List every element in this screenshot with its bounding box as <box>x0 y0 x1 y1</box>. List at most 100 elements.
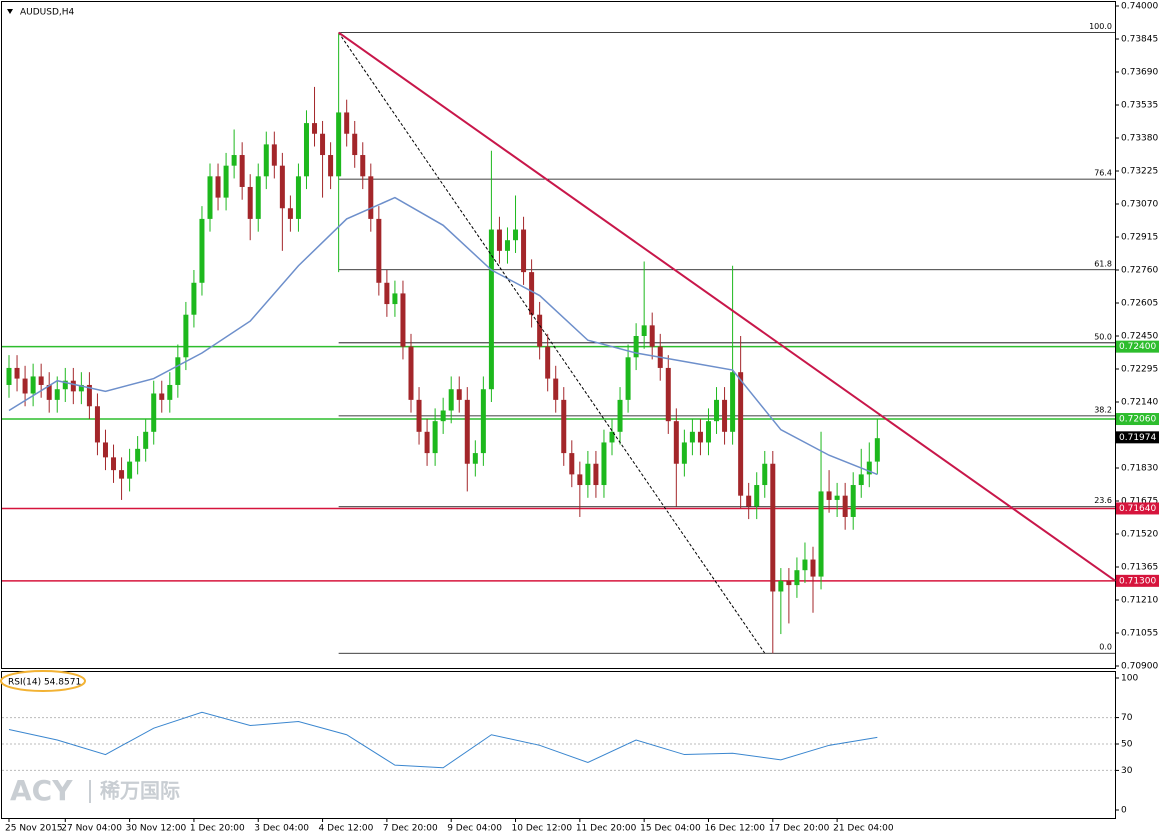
level-tag-label: 0.71300 <box>1119 576 1156 586</box>
candle-body <box>295 176 301 219</box>
candle-body <box>368 176 374 219</box>
candle-body <box>794 570 800 586</box>
candle-body <box>191 282 197 315</box>
candle-body <box>456 389 462 400</box>
y-tick-label: 0.71055 <box>1121 629 1158 639</box>
y-tick-label: 0.74000 <box>1121 2 1158 12</box>
candle-body <box>263 144 269 177</box>
candle-body <box>111 457 117 471</box>
candle-body <box>488 229 494 390</box>
candle-body <box>239 155 245 187</box>
trendline <box>338 31 1116 582</box>
candle-body <box>62 380 68 390</box>
candle-body <box>408 346 414 400</box>
candle-body <box>874 438 880 462</box>
candle-body <box>593 463 599 486</box>
x-tick-label: 21 Dec 04:00 <box>833 824 894 834</box>
candle-body <box>496 229 502 251</box>
candle-body <box>521 229 527 273</box>
candle-body <box>70 380 76 392</box>
y-tick-label: 0.72450 <box>1121 332 1158 342</box>
candle-body <box>665 367 671 422</box>
candle-body <box>697 431 703 443</box>
rsi-tick-label: 0 <box>1121 806 1127 816</box>
candle-body <box>279 165 285 209</box>
x-tick-label: 9 Dec 04:00 <box>447 824 502 834</box>
y-tick-label: 0.72760 <box>1121 266 1158 276</box>
candle-body <box>392 293 398 305</box>
last-price-label: 0.71974 <box>1119 433 1156 443</box>
y-tick-label: 0.70900 <box>1121 662 1158 672</box>
rsi-tick-label: 100 <box>1121 674 1138 684</box>
candle-body <box>86 384 92 407</box>
x-tick-label: 25 Nov 2015 <box>5 824 63 834</box>
fib-label: 23.6 <box>1094 496 1112 505</box>
candle-body <box>786 580 792 586</box>
fib-diagonal <box>338 32 766 654</box>
y-tick-label: 0.71675 <box>1121 497 1158 507</box>
candle-body <box>601 442 607 486</box>
candle-body <box>778 580 784 592</box>
candle-body <box>609 431 615 443</box>
candle-body <box>480 389 486 454</box>
y-tick-label: 0.73225 <box>1121 167 1158 177</box>
y-tick-label: 0.72605 <box>1121 299 1158 309</box>
candle-body <box>22 378 28 394</box>
candle-body <box>649 325 655 347</box>
last-price-tag <box>1116 431 1159 444</box>
x-tick-label: 3 Dec 04:00 <box>254 824 309 834</box>
candle-body <box>858 474 864 486</box>
candle-body <box>762 463 768 486</box>
candle-body <box>633 336 639 358</box>
y-tick-label: 0.72140 <box>1121 398 1158 408</box>
candle-body <box>223 165 229 198</box>
y-tick-label: 0.71365 <box>1121 563 1158 573</box>
candle-body <box>681 442 687 464</box>
candle-body <box>529 272 535 315</box>
candle-body <box>545 346 551 379</box>
x-tick-label: 7 Dec 20:00 <box>383 824 438 834</box>
level-tag-label: 0.72400 <box>1119 342 1156 352</box>
chart-title: AUDUSD,H4 <box>20 8 75 18</box>
rsi-title: RSI(14) 54.8571 <box>8 678 81 688</box>
level-tag <box>1116 574 1159 587</box>
level-tag <box>1116 502 1159 515</box>
candle-body <box>320 133 326 156</box>
candle-body <box>834 495 840 500</box>
candle-body <box>537 314 543 347</box>
candle-body <box>625 357 631 400</box>
candle-body <box>440 410 446 422</box>
candle-body <box>504 240 510 251</box>
x-tick-label: 30 Nov 12:00 <box>126 824 187 834</box>
fib-label: 76.4 <box>1094 169 1112 178</box>
y-tick-label: 0.73535 <box>1121 101 1158 111</box>
main-panel <box>1 1 1116 669</box>
candle-body <box>352 133 358 156</box>
x-tick-label: 11 Dec 20:00 <box>576 824 637 834</box>
fib-label: 0.0 <box>1099 643 1112 652</box>
candle-body <box>312 123 318 134</box>
candle-body <box>746 495 752 507</box>
candle-body <box>826 491 832 500</box>
candle-body <box>818 491 824 577</box>
candle-body <box>143 431 149 449</box>
candle-body <box>231 155 237 166</box>
y-tick-label: 0.71830 <box>1121 464 1158 474</box>
candle-body <box>14 367 20 379</box>
candle-body <box>287 208 293 219</box>
candle-body <box>159 393 165 400</box>
candle-body <box>810 559 816 577</box>
y-tick-label: 0.73690 <box>1121 68 1158 78</box>
candle-body <box>553 378 559 400</box>
candle-body <box>271 144 277 166</box>
candle-body <box>167 384 173 400</box>
level-tag <box>1116 340 1159 353</box>
candle-body <box>38 376 44 385</box>
candle-body <box>569 453 575 475</box>
candle-body <box>94 406 100 443</box>
candle-body <box>328 155 334 177</box>
candle-body <box>842 495 848 517</box>
candle-body <box>135 448 141 462</box>
